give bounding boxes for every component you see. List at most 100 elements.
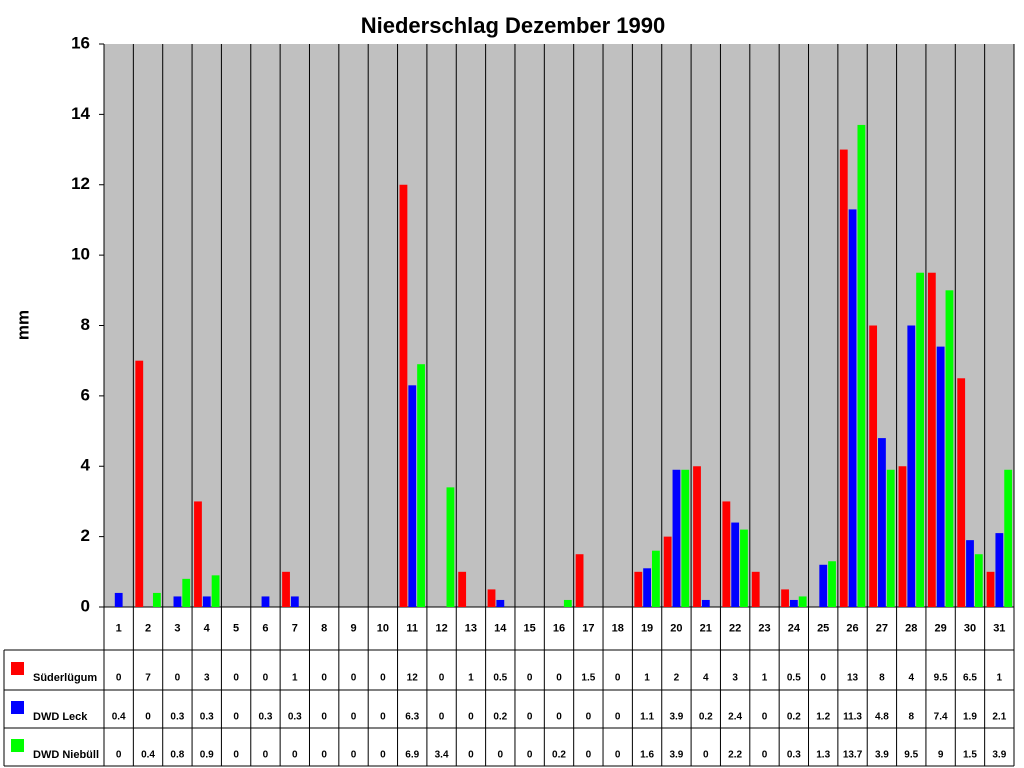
- chart-title: Niederschlag Dezember 1990: [361, 13, 666, 38]
- x-tick-label: 12: [435, 622, 447, 634]
- table-value: 0: [263, 750, 269, 761]
- bar: [202, 596, 211, 607]
- x-tick-label: 25: [817, 622, 829, 634]
- x-tick-label: 9: [350, 622, 356, 634]
- table-value: 0: [351, 750, 357, 761]
- table-value: 0: [233, 750, 239, 761]
- x-tick-label: 23: [758, 622, 770, 634]
- y-axis-label: mm: [13, 310, 32, 340]
- table-value: 13: [847, 673, 859, 684]
- table-value: 0: [527, 750, 533, 761]
- y-tick-label: 6: [81, 385, 90, 404]
- bar: [722, 501, 731, 607]
- bar: [907, 325, 916, 607]
- bar: [399, 184, 408, 607]
- x-tick-label: 5: [233, 622, 239, 634]
- table-value: 0: [439, 712, 445, 723]
- table-value: 9.5: [904, 750, 918, 761]
- table-value: 0.3: [258, 712, 272, 723]
- table-value: 9: [938, 750, 944, 761]
- bar: [781, 589, 789, 607]
- table-value: 1: [468, 673, 474, 684]
- table-value: 0: [380, 673, 386, 684]
- y-tick-label: 8: [81, 315, 90, 334]
- table-value: 2.2: [728, 750, 742, 761]
- table-value: 3.9: [669, 750, 683, 761]
- table-value: 2: [674, 673, 680, 684]
- bar: [487, 589, 496, 607]
- bar: [408, 385, 417, 607]
- x-tick-label: 13: [465, 622, 477, 634]
- table-value: 0: [233, 673, 239, 684]
- table-value: 0: [762, 750, 768, 761]
- table-value: 0: [175, 673, 181, 684]
- table-value: 0: [556, 712, 562, 723]
- table-value: 12: [407, 673, 419, 684]
- table-value: 0: [527, 673, 533, 684]
- x-tick-label: 30: [964, 622, 976, 634]
- table-value: 9.5: [934, 673, 948, 684]
- table-value: 0: [351, 712, 357, 723]
- table-value: 0: [556, 673, 562, 684]
- bar: [672, 469, 681, 607]
- x-tick-label: 10: [377, 622, 389, 634]
- table-value: 0.4: [112, 712, 126, 723]
- bar: [458, 571, 467, 607]
- bar: [693, 466, 701, 607]
- table-value: 0: [321, 673, 327, 684]
- bar: [869, 325, 878, 607]
- bar: [798, 596, 807, 607]
- x-tick-label: 18: [612, 622, 624, 634]
- bar: [878, 438, 886, 607]
- table-value: 0: [380, 712, 386, 723]
- table-value: 1.3: [816, 750, 830, 761]
- x-tick-label: 21: [700, 622, 712, 634]
- table-value: 0: [498, 750, 504, 761]
- table-value: 0.5: [493, 673, 507, 684]
- table-value: 0: [351, 673, 357, 684]
- bar: [663, 536, 672, 607]
- table-value: 6.9: [405, 750, 419, 761]
- bar: [927, 272, 936, 607]
- bar: [839, 149, 848, 607]
- bar: [828, 561, 836, 607]
- x-tick-label: 8: [321, 622, 327, 634]
- x-tick-label: 26: [846, 622, 858, 634]
- table-value: 7.4: [934, 712, 948, 723]
- x-tick-label: 27: [876, 622, 888, 634]
- table-value: 3: [732, 673, 738, 684]
- table-value: 1.5: [581, 673, 595, 684]
- bar: [701, 599, 710, 607]
- bar: [974, 554, 983, 607]
- table-value: 0: [615, 750, 621, 761]
- table-value: 1: [997, 673, 1003, 684]
- table-value: 0: [586, 712, 592, 723]
- table-value: 0: [615, 712, 621, 723]
- table-value: 1.9: [963, 712, 977, 723]
- table-value: 0: [527, 712, 533, 723]
- bar: [446, 487, 455, 607]
- bar: [731, 522, 740, 607]
- table-value: 3.4: [435, 750, 449, 761]
- x-tick-label: 3: [174, 622, 180, 634]
- y-tick-label: 14: [71, 104, 90, 123]
- table-value: 0: [116, 750, 122, 761]
- x-tick-label: 17: [582, 622, 594, 634]
- table-value: 4: [703, 673, 709, 684]
- table-value: 0: [321, 712, 327, 723]
- table-value: 2.1: [992, 712, 1006, 723]
- table-value: 3.9: [875, 750, 889, 761]
- x-tick-label: 7: [292, 622, 298, 634]
- bar: [857, 124, 866, 608]
- bar: [282, 571, 290, 607]
- bar: [848, 209, 857, 607]
- table-value: 0.2: [552, 750, 566, 761]
- table-value: 0: [145, 712, 151, 723]
- table-value: 0.8: [170, 750, 184, 761]
- bar: [819, 564, 828, 607]
- bar: [740, 529, 748, 607]
- table-value: 0: [468, 750, 474, 761]
- y-tick-label: 16: [71, 33, 90, 52]
- bar: [211, 575, 220, 607]
- table-value: 0.3: [288, 712, 302, 723]
